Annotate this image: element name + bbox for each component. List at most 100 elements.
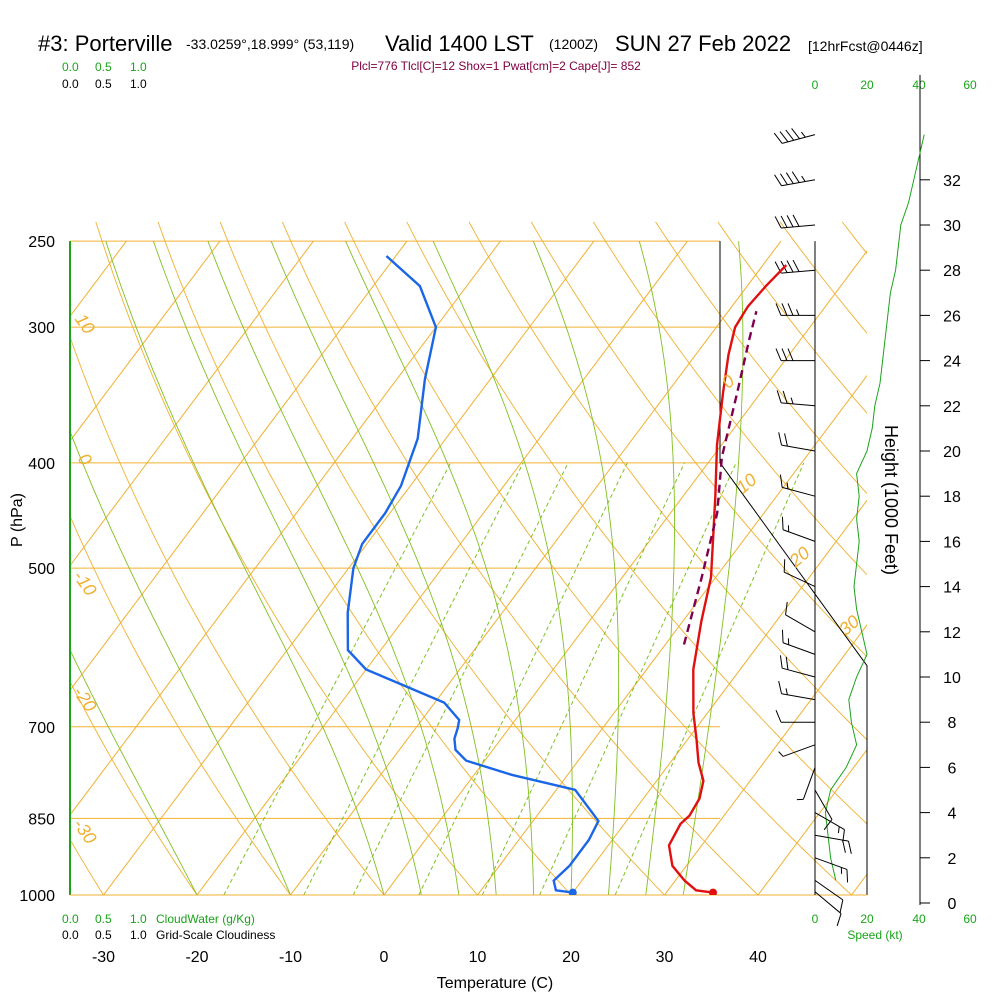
cloudwater-tick: 1.0 bbox=[130, 912, 147, 926]
isotherm-label: 0 bbox=[718, 371, 739, 393]
dry-adiabat-line bbox=[841, 221, 867, 255]
cloudiness-label: Grid-Scale Cloudiness bbox=[156, 928, 275, 942]
valid-time: Valid 1400 LST bbox=[385, 31, 534, 56]
wind-barb-flag bbox=[779, 655, 783, 669]
station-title: #3: Porterville bbox=[38, 31, 173, 56]
speed-tick: 0 bbox=[812, 78, 819, 92]
mixing-ratio-line bbox=[352, 462, 569, 895]
wind-barb-staff bbox=[814, 891, 842, 914]
wind-barb-flag bbox=[775, 303, 782, 316]
wind-barb bbox=[781, 629, 816, 655]
dry-adiabat-line bbox=[219, 221, 666, 895]
height-tick-label: 2 bbox=[948, 851, 957, 868]
wind-barb-flag bbox=[785, 172, 794, 184]
wind-barb-staff bbox=[782, 744, 816, 757]
wind-layer bbox=[773, 128, 925, 927]
height-tick-label: 28 bbox=[943, 263, 961, 280]
wind-barb bbox=[775, 303, 815, 316]
wind-barb bbox=[814, 891, 842, 927]
dry-adiabat-line bbox=[70, 838, 105, 895]
dry-adiabat-line bbox=[70, 335, 385, 895]
height-tick-label: 26 bbox=[943, 308, 961, 325]
cloudwater-tick: 0.5 bbox=[95, 912, 112, 926]
wind-barb-flag bbox=[786, 260, 794, 273]
wind-barb-staff bbox=[782, 486, 816, 497]
wind-barb-flag bbox=[785, 656, 789, 670]
wind-barb bbox=[796, 767, 816, 801]
temperature-tick-label: -20 bbox=[185, 949, 208, 966]
wind-barb-flag bbox=[792, 214, 800, 227]
wind-barb-flag bbox=[783, 559, 786, 573]
dry-adiabat-line bbox=[593, 221, 867, 576]
wind-barb-flag bbox=[781, 348, 788, 361]
wind-barb bbox=[814, 789, 833, 831]
forecast-label: [12hrFcst@0446z] bbox=[808, 38, 923, 54]
wind-barb-staff bbox=[781, 693, 816, 701]
wind-barb-staff bbox=[782, 529, 816, 542]
wind-barb-flag bbox=[779, 474, 783, 488]
cloudwater-tick: 1.0 bbox=[130, 60, 147, 74]
wind-barb-flag bbox=[785, 688, 788, 695]
isotherm-label: -30 bbox=[69, 815, 100, 848]
dry-adiabat-line bbox=[70, 680, 198, 895]
wind-barb-flag bbox=[796, 309, 800, 316]
isotherm-line bbox=[664, 624, 867, 895]
wind-barb-flag bbox=[785, 129, 795, 141]
wind-barb bbox=[775, 710, 815, 723]
wind-barb-flag bbox=[785, 601, 788, 615]
cloudiness-tick: 0.5 bbox=[95, 77, 112, 91]
moist-adiabat-line bbox=[152, 241, 422, 895]
mixing-ratio-line bbox=[223, 462, 452, 895]
wind-barb-flag bbox=[786, 482, 789, 490]
wind-barb bbox=[814, 812, 845, 843]
diagram-frame bbox=[69, 75, 921, 905]
cloudiness-tick: 0.5 bbox=[95, 928, 112, 942]
wind-barb-flag bbox=[778, 680, 783, 694]
wind-barb-flag bbox=[774, 174, 782, 186]
mixing-ratio-label: 8 bbox=[468, 905, 485, 919]
wind-barb-staff bbox=[783, 571, 816, 588]
dewpoint-line bbox=[346, 255, 600, 894]
wind-barb-staff bbox=[782, 642, 816, 655]
wind-barb-flag bbox=[781, 516, 784, 530]
wind-barb bbox=[814, 879, 844, 913]
dry-adiabat-line bbox=[655, 221, 867, 495]
wind-barb-flag bbox=[781, 303, 788, 316]
wind-barb-staff bbox=[782, 134, 816, 144]
mixing-ratio-label: 2 bbox=[290, 905, 307, 919]
temperature-tick-label: -10 bbox=[279, 949, 302, 966]
temperature-tick-label: -30 bbox=[92, 949, 115, 966]
height-axis-title: Height (1000 Feet) bbox=[881, 425, 901, 575]
speed-axis-label: Speed (kt) bbox=[847, 928, 902, 942]
isotherm-label: -20 bbox=[69, 683, 100, 716]
isotherm-line bbox=[70, 240, 501, 816]
temperature-tick-label: 40 bbox=[749, 949, 767, 966]
x-axis-title: Temperature (C) bbox=[437, 975, 553, 992]
dewpoint-surface-marker bbox=[568, 888, 577, 895]
wind-barb bbox=[779, 474, 816, 497]
moist-adiabat-line bbox=[532, 241, 620, 895]
wind-barb-flag bbox=[775, 710, 782, 723]
isotherm-line bbox=[383, 250, 867, 895]
isotherm-line bbox=[290, 240, 782, 895]
cloudiness-tick: 1.0 bbox=[130, 928, 147, 942]
moist-adiabat-line bbox=[105, 241, 385, 895]
sounding-profiles bbox=[346, 255, 788, 895]
height-tick-label: 16 bbox=[943, 534, 961, 551]
wind-barb-staff bbox=[781, 444, 816, 452]
wind-barb-flag bbox=[779, 173, 788, 185]
mixing-ratio-label: 3 bbox=[339, 905, 356, 919]
wind-barb-flag bbox=[792, 259, 800, 272]
dry-adiabat-line bbox=[157, 221, 572, 895]
wind-barb bbox=[785, 601, 816, 633]
wind-barb-flag bbox=[791, 128, 800, 140]
wind-barb-staff bbox=[802, 767, 816, 800]
wind-barb-flag bbox=[791, 171, 800, 183]
pressure-tick-label: 500 bbox=[28, 561, 55, 578]
wind-barb-flag bbox=[776, 390, 782, 403]
dry-adiabat-line bbox=[281, 221, 759, 895]
wind-barb bbox=[814, 834, 852, 854]
wind-barb bbox=[781, 516, 816, 542]
isotherm-line bbox=[757, 748, 867, 895]
height-tick-label: 6 bbox=[948, 760, 957, 777]
